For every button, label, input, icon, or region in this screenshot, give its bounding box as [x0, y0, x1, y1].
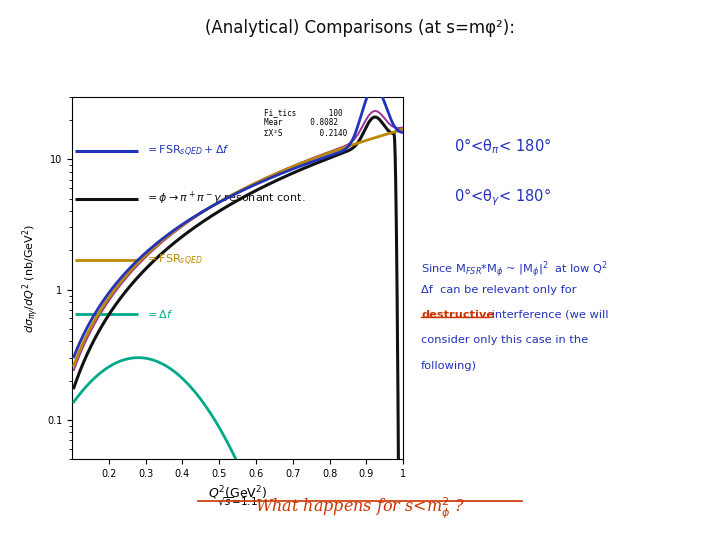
Text: 0°<θ$_\gamma$< 180°: 0°<θ$_\gamma$< 180° — [454, 186, 551, 208]
Text: following): following) — [421, 361, 477, 371]
Text: $\sqrt{s}$=1.1: $\sqrt{s}$=1.1 — [217, 495, 258, 508]
Text: consider only this case in the: consider only this case in the — [421, 335, 588, 346]
Text: $= \Delta f$: $= \Delta f$ — [145, 308, 174, 320]
Text: Since M$_{FSR}$*M$_\phi$ ~ |M$_\phi$|$^2$  at low Q$^2$: Since M$_{FSR}$*M$_\phi$ ~ |M$_\phi$|$^2… — [421, 259, 608, 280]
Point — [104, 320, 113, 327]
Text: What happens for s<m$_\phi^2$ ?: What happens for s<m$_\phi^2$ ? — [255, 496, 465, 521]
Text: destructive: destructive — [421, 310, 495, 320]
Text: $= \mathrm{FSR}_{sQED}$: $= \mathrm{FSR}_{sQED}$ — [145, 253, 202, 267]
Point — [35, 338, 43, 345]
Text: (Analytical) Comparisons (at s=mφ²):: (Analytical) Comparisons (at s=mφ²): — [205, 19, 515, 37]
X-axis label: $Q^2(\mathrm{GeV}^2)$: $Q^2(\mathrm{GeV}^2)$ — [208, 484, 267, 502]
Y-axis label: $d\sigma_{\pi\gamma}/dQ^2\ (\mathrm{nb/GeV}^2)$: $d\sigma_{\pi\gamma}/dQ^2\ (\mathrm{nb/G… — [20, 224, 42, 333]
Text: $= \mathrm{FSR}_{sQED}+\Delta f$: $= \mathrm{FSR}_{sQED}+\Delta f$ — [145, 144, 230, 159]
Text: interference (we will: interference (we will — [488, 310, 608, 320]
Point — [104, 305, 113, 312]
Point — [104, 338, 113, 345]
Text: $= \phi{\rightarrow}\pi^+\pi^-\gamma\ \mathrm{resonant\ cont.}$: $= \phi{\rightarrow}\pi^+\pi^-\gamma\ \m… — [145, 190, 305, 207]
Text: Δf  can be relevant only for: Δf can be relevant only for — [421, 285, 577, 295]
Point — [35, 295, 43, 302]
Text: Fi_tics       100
Mear      0.8082
ΣX²S        0.2140: Fi_tics 100 Mear 0.8082 ΣX²S 0.2140 — [264, 108, 347, 138]
Point — [35, 305, 43, 312]
Point — [35, 320, 43, 327]
Text: 0°<θ$_\pi$< 180°: 0°<θ$_\pi$< 180° — [454, 136, 551, 156]
Point — [104, 295, 113, 302]
